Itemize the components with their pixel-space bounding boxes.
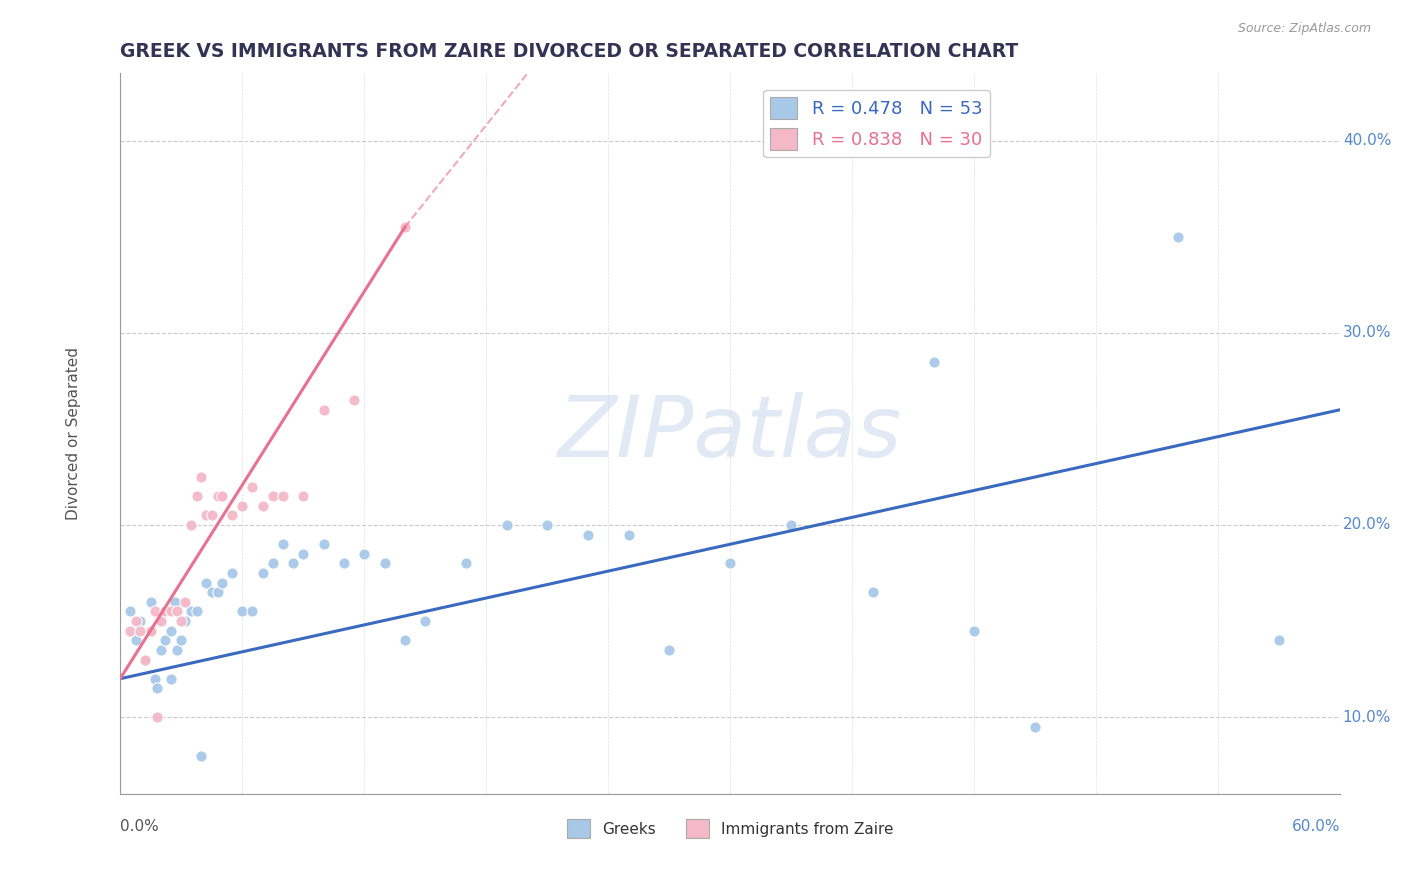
Point bbox=[262, 489, 284, 503]
Point bbox=[125, 614, 148, 628]
Point bbox=[495, 518, 517, 533]
Point bbox=[454, 557, 477, 571]
Text: Divorced or Separated: Divorced or Separated bbox=[66, 347, 82, 520]
Point bbox=[129, 614, 152, 628]
Point bbox=[862, 585, 884, 599]
Point bbox=[180, 518, 202, 533]
Point bbox=[271, 537, 294, 551]
Text: 20.0%: 20.0% bbox=[1343, 517, 1391, 533]
Point bbox=[186, 604, 208, 618]
Point bbox=[394, 633, 416, 648]
Text: 0.0%: 0.0% bbox=[120, 819, 159, 834]
Point bbox=[139, 624, 162, 638]
Text: 40.0%: 40.0% bbox=[1343, 133, 1391, 148]
Point bbox=[143, 672, 166, 686]
Point bbox=[149, 614, 172, 628]
Point bbox=[343, 393, 366, 408]
Point bbox=[333, 557, 356, 571]
Point bbox=[190, 748, 212, 763]
Text: Source: ZipAtlas.com: Source: ZipAtlas.com bbox=[1237, 22, 1371, 36]
Point bbox=[292, 489, 315, 503]
Point bbox=[160, 672, 183, 686]
Point bbox=[145, 681, 167, 696]
Point bbox=[271, 489, 294, 503]
Point bbox=[139, 595, 162, 609]
Point bbox=[252, 499, 274, 513]
Point bbox=[129, 624, 152, 638]
Point bbox=[160, 604, 183, 618]
Point bbox=[201, 585, 224, 599]
Point bbox=[149, 643, 172, 657]
Point bbox=[207, 585, 229, 599]
Point bbox=[120, 604, 142, 618]
Text: ZIPatlas: ZIPatlas bbox=[558, 392, 903, 475]
Point bbox=[413, 614, 436, 628]
Text: 30.0%: 30.0% bbox=[1343, 326, 1392, 341]
Point bbox=[231, 499, 253, 513]
Point bbox=[165, 595, 187, 609]
Point bbox=[221, 508, 243, 523]
Point bbox=[963, 624, 986, 638]
Point bbox=[134, 652, 156, 666]
Point bbox=[160, 624, 183, 638]
Point bbox=[658, 643, 681, 657]
Point bbox=[780, 518, 803, 533]
Point bbox=[174, 595, 197, 609]
Point bbox=[394, 220, 416, 235]
Point bbox=[186, 489, 208, 503]
Point bbox=[536, 518, 558, 533]
Point bbox=[149, 614, 172, 628]
Point bbox=[240, 604, 263, 618]
Point bbox=[143, 604, 166, 618]
Point bbox=[174, 614, 197, 628]
Point bbox=[194, 575, 217, 590]
Point bbox=[180, 604, 202, 618]
Point bbox=[617, 527, 640, 541]
Point bbox=[1024, 720, 1046, 734]
Point bbox=[153, 604, 176, 618]
Point bbox=[262, 557, 284, 571]
Point bbox=[190, 470, 212, 484]
Text: 60.0%: 60.0% bbox=[1292, 819, 1340, 834]
Point bbox=[252, 566, 274, 580]
Point bbox=[211, 575, 233, 590]
Point bbox=[718, 557, 741, 571]
Point bbox=[125, 633, 148, 648]
Point bbox=[281, 557, 304, 571]
Point bbox=[156, 604, 179, 618]
Point bbox=[922, 354, 945, 368]
Point bbox=[139, 624, 162, 638]
Point bbox=[221, 566, 243, 580]
Legend: Greeks, Immigrants from Zaire: Greeks, Immigrants from Zaire bbox=[561, 814, 900, 844]
Point bbox=[170, 633, 193, 648]
Point bbox=[207, 489, 229, 503]
Point bbox=[166, 604, 188, 618]
Point bbox=[240, 479, 263, 493]
Point bbox=[312, 537, 335, 551]
Point bbox=[373, 557, 395, 571]
Point bbox=[1167, 229, 1189, 244]
Point bbox=[292, 547, 315, 561]
Point bbox=[201, 508, 224, 523]
Point bbox=[120, 624, 142, 638]
Point bbox=[576, 527, 599, 541]
Point bbox=[312, 402, 335, 417]
Point bbox=[145, 710, 167, 724]
Point bbox=[134, 652, 156, 666]
Point bbox=[353, 547, 375, 561]
Point bbox=[231, 604, 253, 618]
Point bbox=[166, 643, 188, 657]
Text: GREEK VS IMMIGRANTS FROM ZAIRE DIVORCED OR SEPARATED CORRELATION CHART: GREEK VS IMMIGRANTS FROM ZAIRE DIVORCED … bbox=[120, 42, 1018, 61]
Point bbox=[194, 508, 217, 523]
Point bbox=[1268, 633, 1291, 648]
Text: 10.0%: 10.0% bbox=[1343, 710, 1391, 724]
Point bbox=[153, 633, 176, 648]
Point bbox=[211, 489, 233, 503]
Point bbox=[170, 614, 193, 628]
